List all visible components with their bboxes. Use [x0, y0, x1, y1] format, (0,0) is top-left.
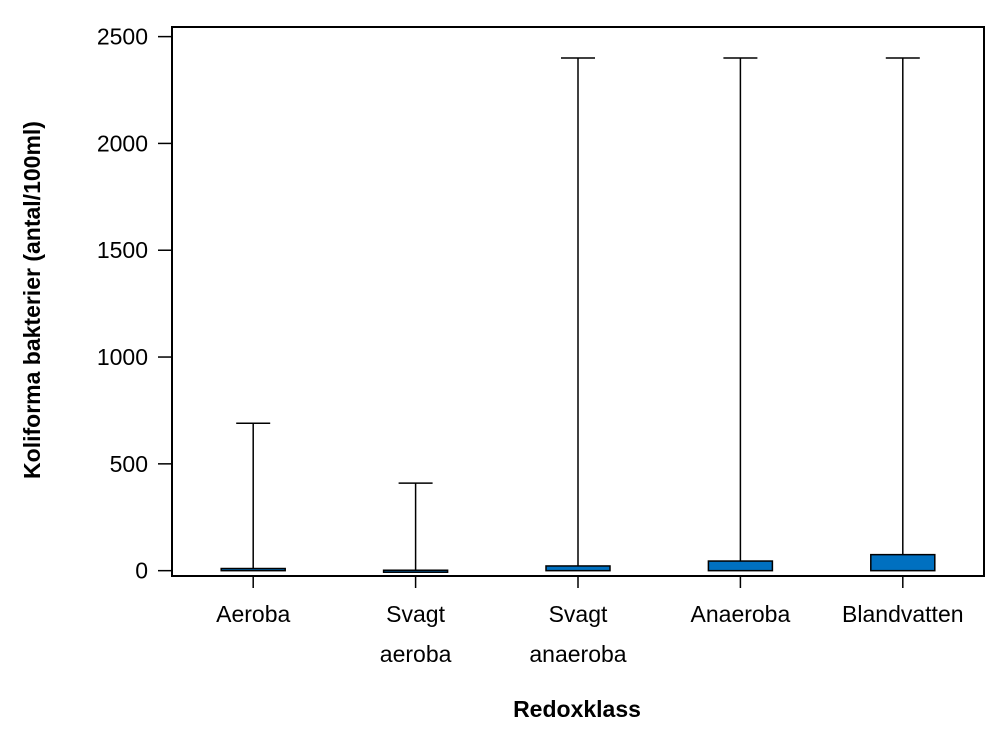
y-tick-label: 500	[110, 451, 148, 477]
x-category-label: aeroba	[380, 641, 452, 667]
x-category-label: Anaeroba	[691, 601, 791, 627]
plot-area: 0 500 1000 1500 2000 2500 Aeroba Svagt aeroba Sva…	[97, 24, 985, 667]
x-category-label: Svagt	[386, 601, 445, 627]
box	[707, 560, 774, 572]
box	[220, 567, 286, 572]
y-tick-label: 2000	[97, 130, 148, 156]
x-category-label: Aeroba	[216, 601, 290, 627]
box	[870, 553, 936, 572]
y-tick-label: 1500	[97, 237, 148, 263]
y-tick-label: 1000	[97, 344, 148, 370]
x-category-label: anaeroba	[529, 641, 626, 667]
box	[545, 565, 611, 572]
x-category-label: Blandvatten	[842, 601, 963, 627]
y-tick-label: 0	[135, 558, 148, 584]
box	[382, 569, 449, 573]
x-axis-title: Redoxklass	[513, 696, 641, 722]
x-category-label: Svagt	[549, 601, 608, 627]
y-tick-label: 2500	[97, 24, 148, 50]
y-axis-title: Koliforma bakterier (antal/100ml)	[19, 121, 45, 479]
